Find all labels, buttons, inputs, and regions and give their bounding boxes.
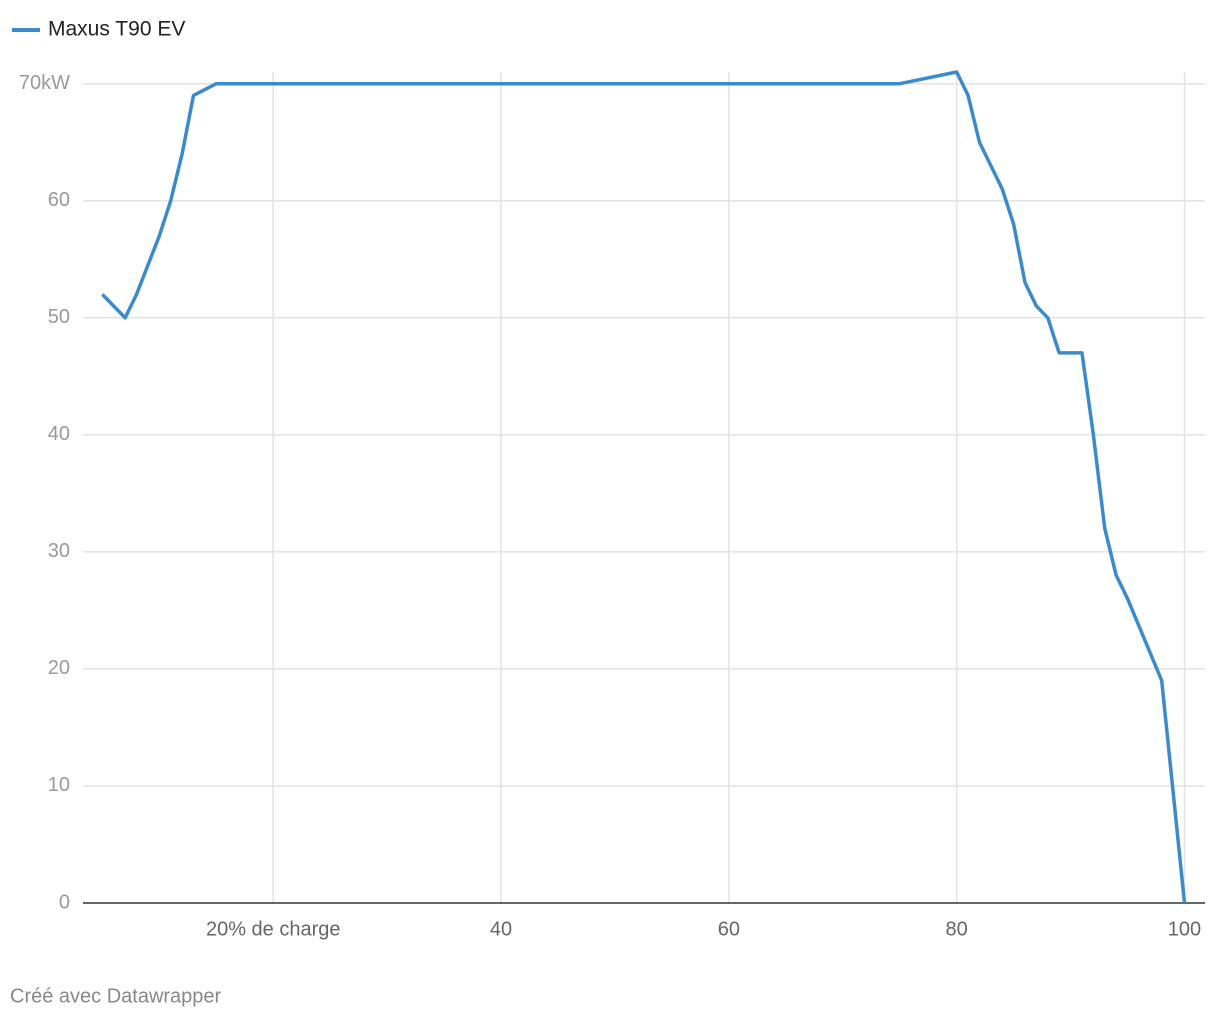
x-tick-label: 60 [718, 918, 740, 940]
x-tick-label: 100 [1168, 918, 1201, 940]
y-tick-label: 50 [48, 306, 70, 328]
data-line [101, 70, 1187, 904]
y-tick-label: 60 [48, 189, 70, 211]
y-tick-label: 70kW [19, 72, 70, 94]
x-tick-label: 40 [490, 918, 512, 940]
y-tick-label: 20 [48, 657, 70, 679]
legend-label: Maxus T90 EV [48, 18, 185, 41]
y-tick-label: 40 [48, 423, 70, 445]
x-tick-label: 20% de charge [206, 918, 341, 940]
y-tick-label: 30 [48, 540, 70, 562]
y-tick-label: 0 [59, 891, 70, 913]
x-tick-label: 80 [946, 918, 968, 940]
y-tick-label: 10 [48, 774, 70, 796]
source-note: Créé avec Datawrapper [10, 985, 222, 1007]
